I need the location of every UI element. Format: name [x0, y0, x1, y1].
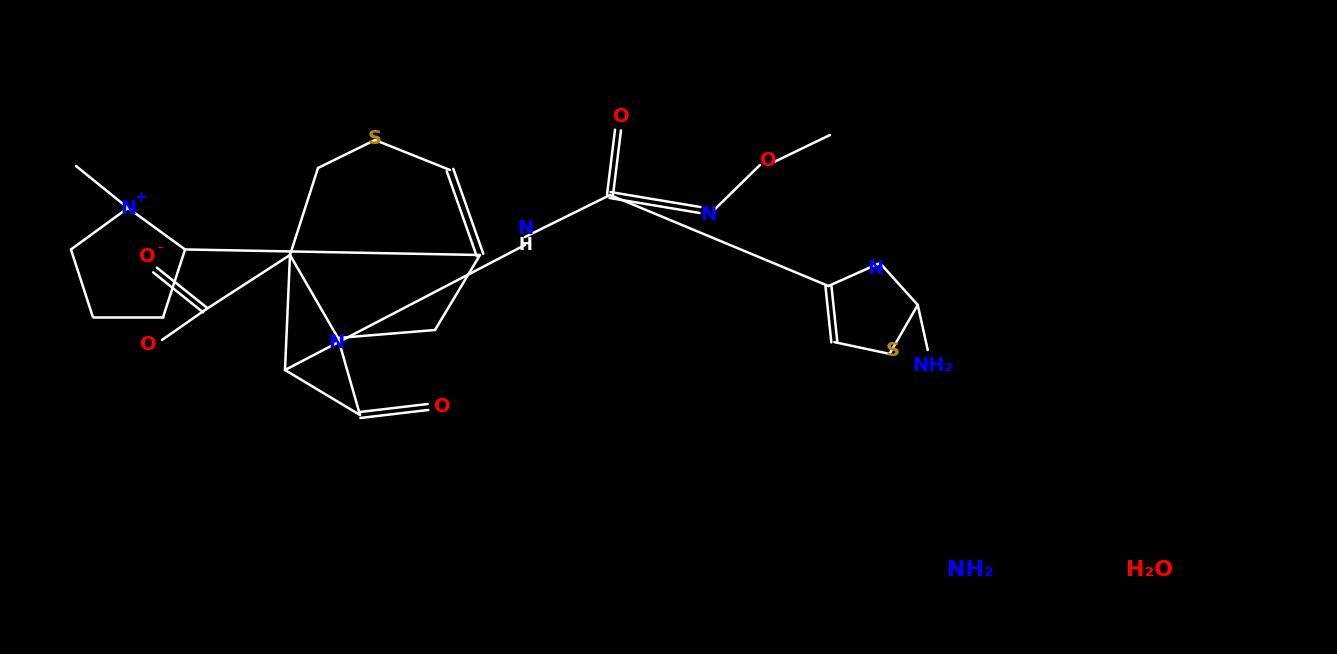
- Text: NH₂: NH₂: [912, 356, 953, 375]
- Text: S: S: [885, 341, 900, 360]
- Text: O: O: [139, 247, 155, 266]
- Text: N: N: [517, 218, 533, 237]
- Text: NH₂: NH₂: [947, 560, 993, 580]
- Text: H₂O: H₂O: [1126, 560, 1174, 580]
- Text: O: O: [759, 150, 777, 169]
- Text: N: N: [328, 334, 344, 353]
- Text: O: O: [433, 398, 451, 417]
- Text: H: H: [517, 236, 532, 254]
- Text: O: O: [612, 107, 630, 126]
- Text: +: +: [135, 190, 147, 205]
- Text: N: N: [866, 258, 884, 277]
- Text: N: N: [120, 199, 136, 218]
- Text: N: N: [699, 205, 717, 224]
- Text: O: O: [139, 336, 156, 354]
- Text: ⁻: ⁻: [156, 243, 163, 257]
- Text: S: S: [368, 128, 382, 148]
